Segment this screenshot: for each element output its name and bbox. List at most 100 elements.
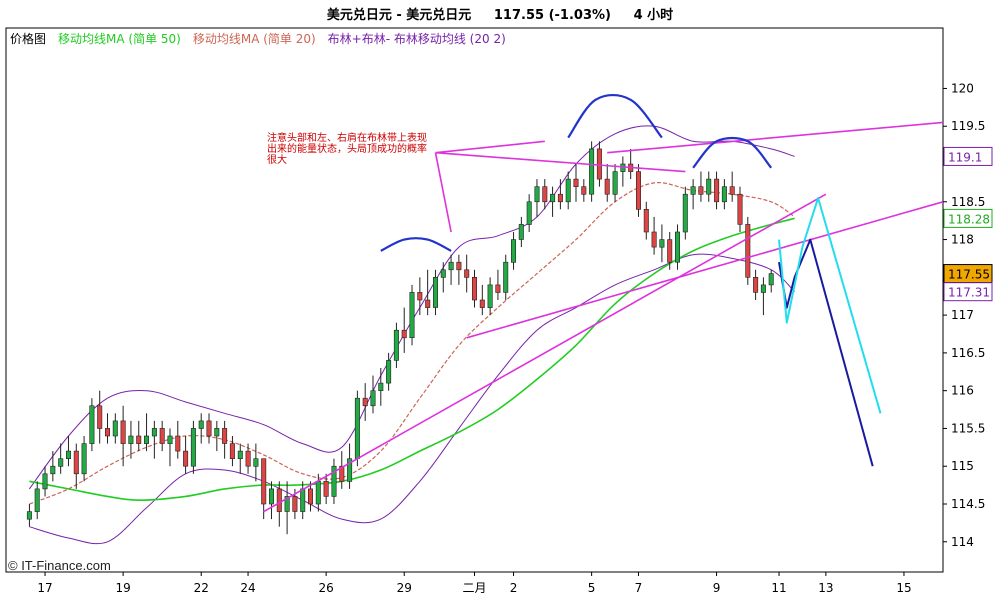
candle-up [34, 488, 40, 512]
candle-down [105, 428, 111, 437]
x-tick-label: 二月 [462, 581, 486, 595]
candle-down [479, 299, 485, 308]
candle-up [112, 420, 118, 437]
trendline [435, 151, 686, 173]
candle-up [448, 261, 454, 271]
x-tick-label: 5 [588, 581, 596, 595]
candle-down [323, 480, 329, 497]
candle-down [596, 148, 602, 180]
candle-down [136, 435, 142, 444]
sma20-line [29, 182, 795, 505]
candle-down [339, 465, 345, 482]
candlesticks [26, 141, 774, 535]
candle-down [581, 186, 587, 195]
candle-up [659, 239, 665, 248]
candle-down [464, 269, 470, 278]
candle-down [753, 276, 759, 293]
candle-up [58, 458, 64, 467]
candle-down [206, 420, 212, 437]
sma50-line [29, 217, 795, 502]
price-marker-box [943, 208, 993, 228]
candle-down [307, 488, 313, 505]
candle-up [50, 465, 56, 475]
x-tick-label: 7 [635, 581, 643, 595]
candle-up [589, 148, 595, 195]
candle-down [471, 276, 477, 301]
moving-averages [29, 182, 795, 505]
trendline [466, 201, 944, 339]
trendlines [263, 93, 944, 513]
candle-up [620, 163, 626, 172]
candle-up [386, 360, 392, 384]
candle-down [456, 261, 462, 271]
candle-down [222, 428, 228, 444]
candle-down [229, 443, 235, 460]
candle-up [66, 450, 72, 460]
candle-up [151, 428, 157, 437]
price-marker-box [943, 282, 993, 302]
candle-up [393, 329, 399, 361]
y-tick-label: 117 [951, 308, 974, 322]
candle-up [26, 511, 32, 520]
price-marker-label: 118.28 [948, 212, 990, 226]
candle-up [198, 420, 204, 429]
legend-item-2: 移动均线MA (简单 20) [193, 32, 316, 46]
annotation-text: 出来的能量状态，头局顶成功的概率 [267, 142, 427, 155]
y-tick-label: 119.5 [951, 119, 985, 133]
watermark: © IT-Finance.com [8, 558, 111, 573]
candle-down [159, 428, 165, 444]
candle-down [635, 171, 641, 210]
projection-path [778, 197, 882, 414]
candle-up [440, 269, 446, 278]
candle-up [721, 186, 727, 203]
candle-up [378, 382, 384, 392]
candle-up [510, 239, 516, 263]
annotation-text: 注意头部和左、右肩在布林带上表现 [267, 131, 427, 144]
y-tick-label: 116 [951, 384, 974, 398]
legend-item-0: 价格图 [10, 31, 46, 46]
candle-up [432, 276, 438, 308]
candle-down [495, 284, 501, 293]
candle-up [674, 231, 680, 263]
candle-down [729, 186, 735, 195]
y-axis: 120 119.5 118.5 118 117 116.5 116 115.5 115 114.5… [943, 81, 993, 549]
candle-up [89, 405, 95, 444]
head-shoulder-arc [567, 93, 663, 139]
trendline [607, 121, 944, 154]
candle-up [354, 397, 360, 459]
plot-area [5, 27, 944, 573]
x-tick-label: 24 [240, 581, 255, 595]
y-tick-label: 118 [951, 233, 974, 247]
candle-up [128, 435, 134, 444]
candle-up [565, 178, 571, 203]
price-marker-label: 119.1 [948, 150, 982, 164]
price-marker-box [943, 146, 993, 166]
candle-up [550, 193, 556, 203]
candle-down [292, 496, 298, 512]
trendline [434, 152, 452, 233]
candle-up [81, 443, 87, 475]
candle-up [347, 458, 353, 482]
x-tick-label: 13 [818, 581, 833, 595]
candle-up [690, 186, 696, 195]
candle-down [245, 450, 251, 467]
candle-down [417, 292, 423, 301]
candle-down [425, 299, 431, 308]
y-tick-label: 120 [951, 81, 974, 95]
candle-up [518, 224, 524, 240]
x-tick-label: 17 [37, 581, 52, 595]
candle-down [698, 186, 704, 195]
price-marker-label: 117.31 [948, 286, 990, 300]
candle-up [331, 465, 337, 497]
x-tick-label: 2 [510, 581, 518, 595]
candle-up [190, 428, 196, 467]
x-tick-label: 22 [194, 581, 209, 595]
x-tick-label: 15 [896, 581, 911, 595]
candle-down [714, 178, 720, 203]
y-tick-label: 114.5 [951, 497, 985, 511]
candle-down [604, 178, 610, 195]
candle-down [120, 420, 126, 444]
y-tick-label: 116.5 [951, 346, 985, 360]
annotation-text: 很大 [267, 153, 287, 166]
